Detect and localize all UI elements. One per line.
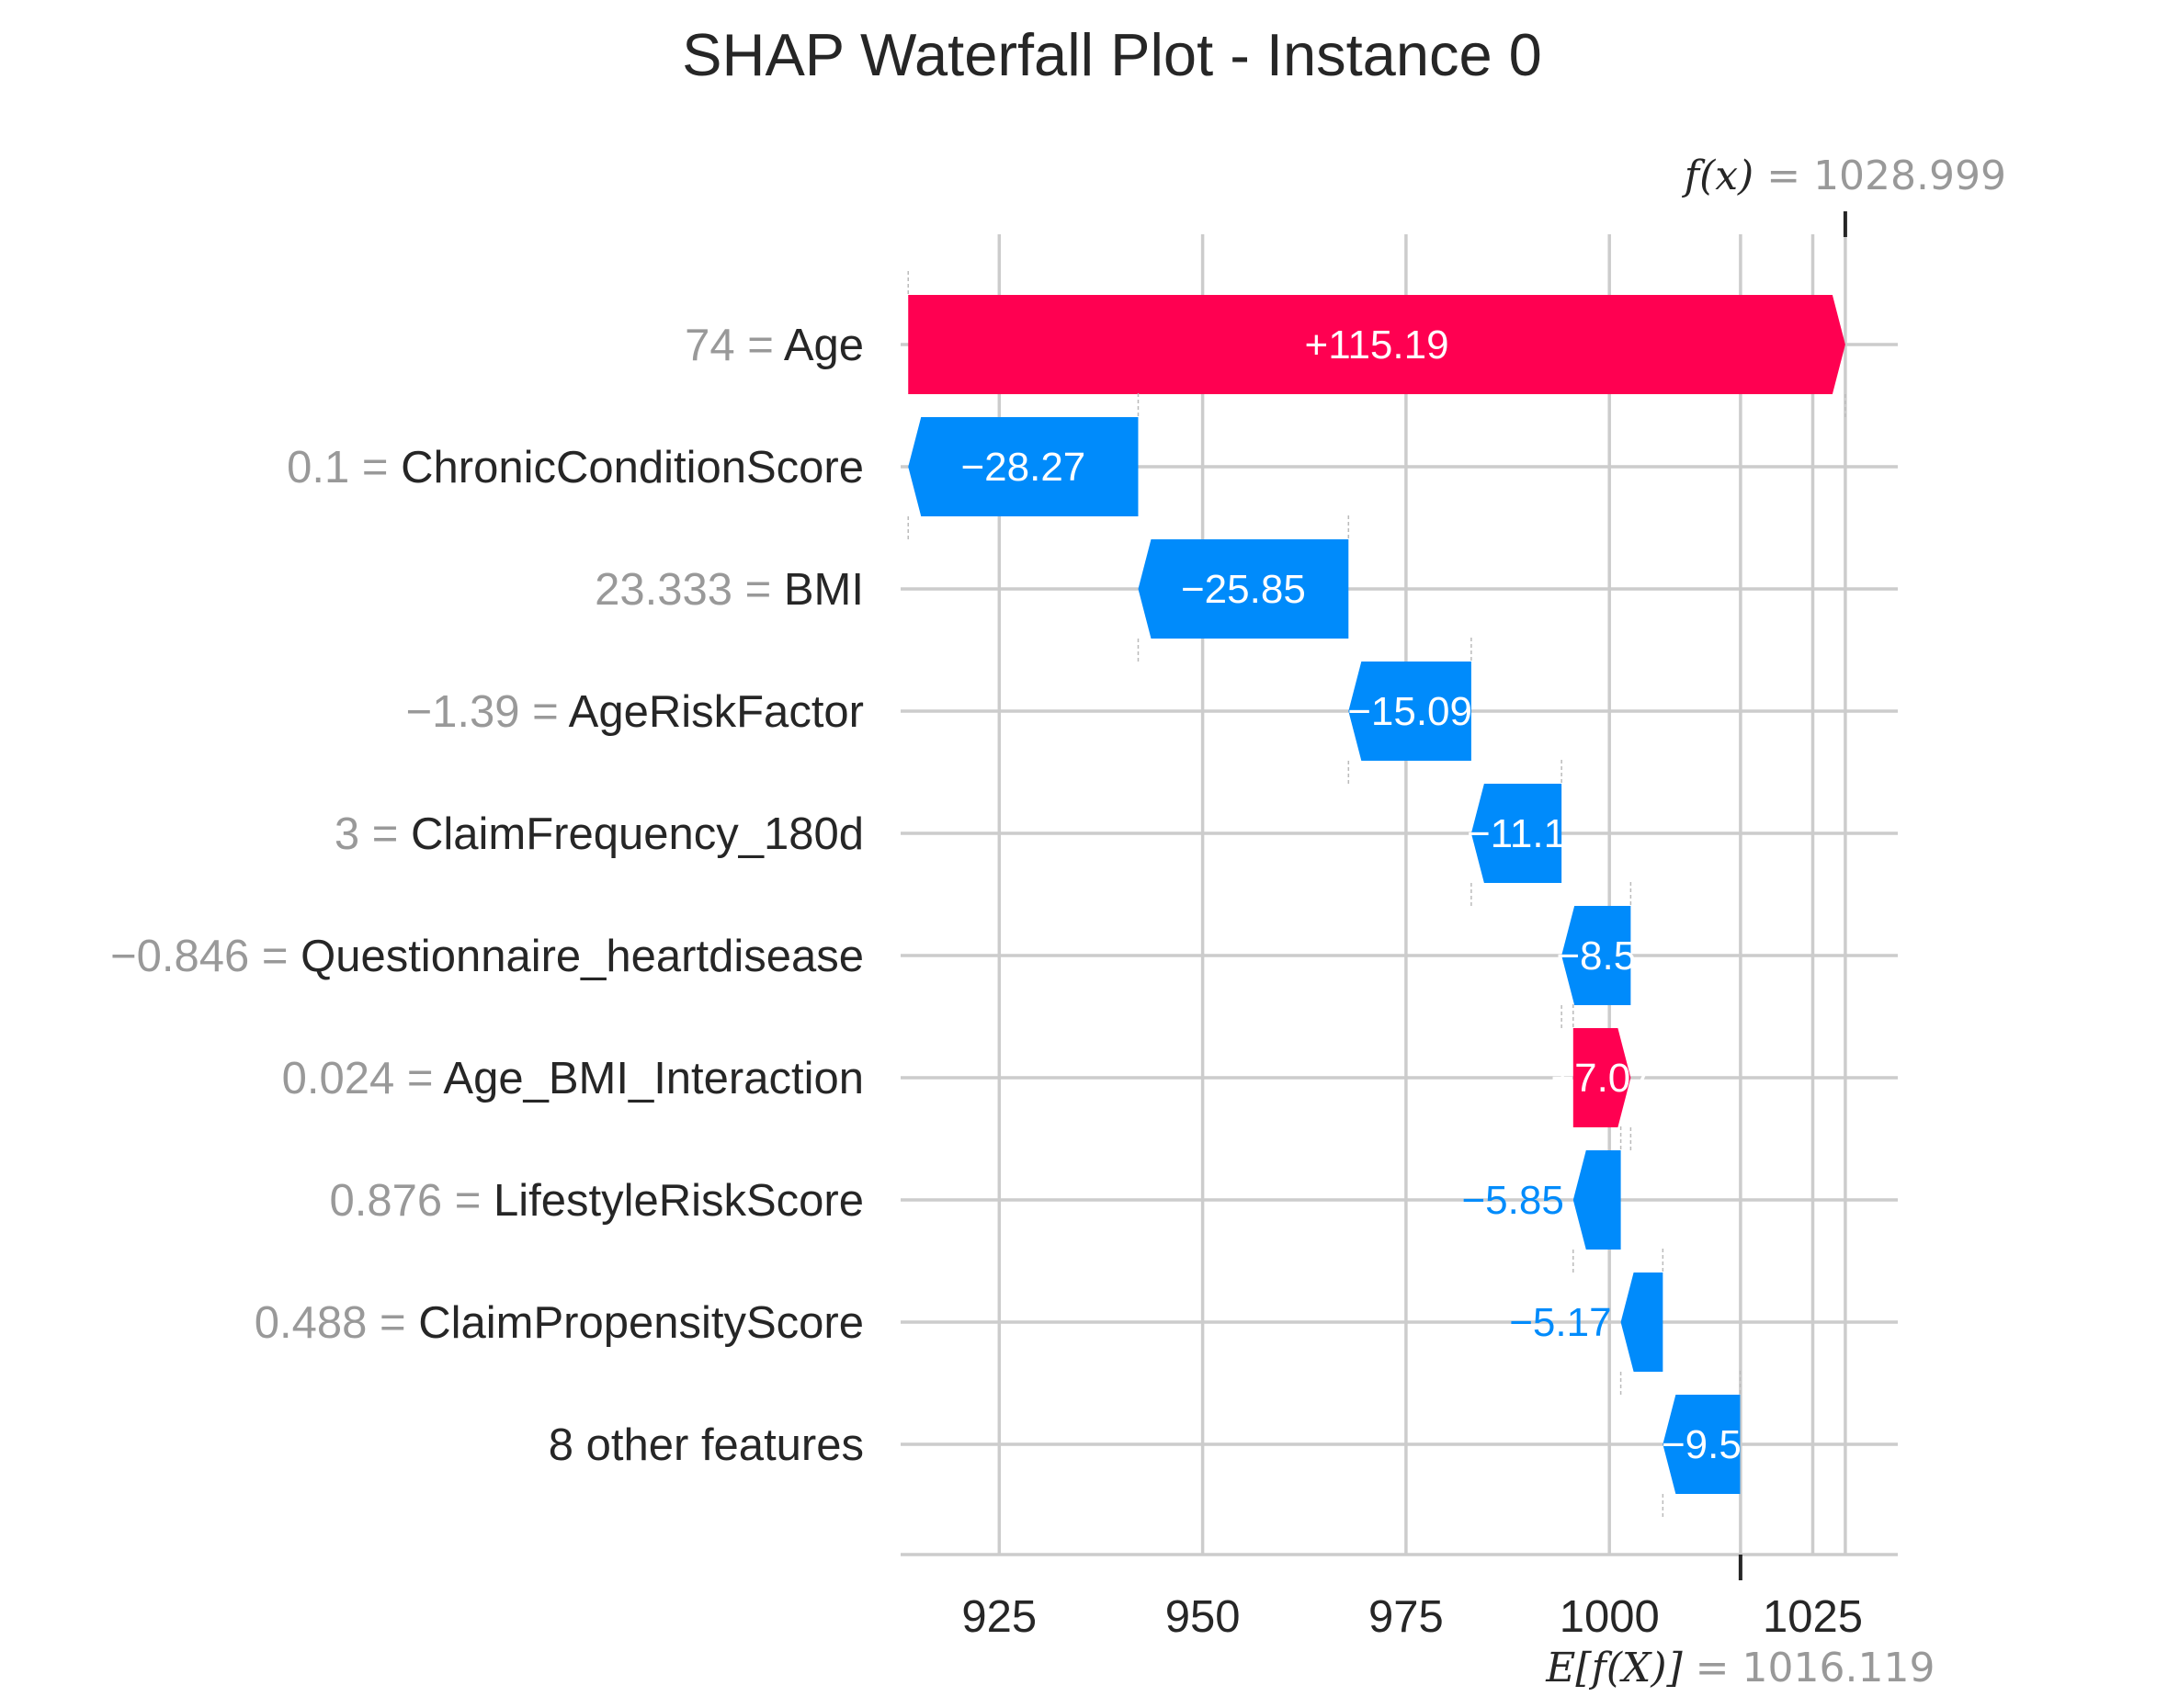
feature-name: BMI [784, 565, 864, 615]
output-value: 1028.999 [1813, 153, 2006, 199]
feature-value: 3 = [335, 809, 411, 859]
bar-value-label: −11.1 [1467, 811, 1566, 856]
feature-name: Age_BMI_Interaction [443, 1054, 864, 1103]
feature-name: 8 other features [549, 1420, 864, 1470]
bar-value-label: +7.07 [1550, 1056, 1652, 1101]
x-tick-label: 950 [1165, 1592, 1241, 1642]
grid-layer [901, 234, 1898, 1555]
waterfall-bar [1620, 1273, 1663, 1372]
feature-label: −1.39 = AgeRiskFactor [406, 687, 864, 737]
feature-value: 0.876 = [330, 1176, 494, 1226]
bar-value-label: −8.5 [1556, 933, 1636, 978]
feature-name: ClaimFrequency_180d [411, 809, 864, 859]
feature-label: 8 other features [549, 1420, 864, 1470]
feature-label: 0.024 = Age_BMI_Interaction [282, 1054, 864, 1103]
waterfall-bar [1470, 784, 1562, 883]
waterfall-bar [1663, 1395, 1741, 1494]
x-tick-label: 1025 [1763, 1592, 1863, 1642]
feature-name: LifestyleRiskScore [494, 1176, 864, 1226]
x-tick-label: 1000 [1560, 1592, 1660, 1642]
bar-value-label: −9.5 [1662, 1422, 1742, 1467]
feature-labels-layer: 74 = Age 0.1 = ChronicConditionScore 23.33… [110, 321, 864, 1470]
bar-value-label: −5.85 [1461, 1178, 1563, 1223]
feature-name: ClaimPropensityScore [418, 1298, 864, 1348]
bar-value-label: −28.27 [960, 445, 1085, 490]
feature-label: 0.1 = ChronicConditionScore [287, 443, 864, 492]
feature-name: Age [784, 321, 864, 370]
bar-value-label: +115.19 [1305, 322, 1449, 368]
feature-value: −0.846 = [110, 932, 301, 981]
feature-label: 0.876 = LifestyleRiskScore [330, 1176, 865, 1226]
waterfall-bar [908, 417, 1139, 516]
equals-sign: = [1753, 153, 1813, 199]
waterfall-bar [1138, 539, 1349, 639]
bars-layer: +115.19 −28.27 −25.85 −15.09 −11.1 −8.5 +7.07 −… [907, 271, 1846, 1518]
feature-name: AgeRiskFactor [569, 687, 864, 737]
x-axis: 925 950 975 1000 1025 [901, 1553, 1898, 1642]
chart-title: SHAP Waterfall Plot - Instance 0 [682, 21, 1542, 88]
bar-value-label: −25.85 [1181, 567, 1306, 612]
feature-value: −1.39 = [406, 687, 569, 737]
feature-value: 0.024 = [282, 1054, 444, 1103]
feature-value: 0.488 = [255, 1298, 418, 1348]
feature-value: 0.1 = [287, 443, 401, 492]
x-tick-label: 975 [1368, 1592, 1444, 1642]
base-value-annotation: E[f(X)] = 1016.119 [1545, 1645, 1935, 1691]
output-label: f(x) [1682, 153, 1753, 199]
feature-label: 23.333 = BMI [595, 565, 864, 615]
output-value-annotation: f(x) = 1028.999 [1682, 153, 2006, 199]
feature-value: 23.333 = [595, 565, 784, 615]
feature-label: 74 = Age [685, 321, 864, 370]
waterfall-bar [1561, 906, 1631, 1005]
equals-sign: = [1683, 1645, 1742, 1691]
bar-value-label: −15.09 [1347, 689, 1472, 734]
base-value: 1016.119 [1742, 1645, 1935, 1691]
feature-label: −0.846 = Questionnaire_heartdisease [110, 932, 864, 981]
x-tick-label: 925 [961, 1592, 1037, 1642]
feature-name: ChronicConditionScore [401, 443, 864, 492]
feature-value: 74 = [685, 321, 784, 370]
feature-label: 3 = ClaimFrequency_180d [335, 809, 864, 859]
waterfall-bar [1572, 1150, 1621, 1250]
waterfall-bar [908, 295, 1845, 394]
annotations-layer: f(x) = 1028.999 E[f(X)] = 1016.119 [1545, 153, 2006, 1691]
feature-label: 0.488 = ClaimPropensityScore [255, 1298, 864, 1348]
bar-value-label: −5.17 [1509, 1300, 1611, 1345]
feature-name: Questionnaire_heartdisease [301, 932, 864, 981]
base-label: E[f(X)] [1545, 1645, 1683, 1691]
waterfall-bar [1572, 1028, 1631, 1127]
waterfall-bar [1348, 662, 1471, 761]
